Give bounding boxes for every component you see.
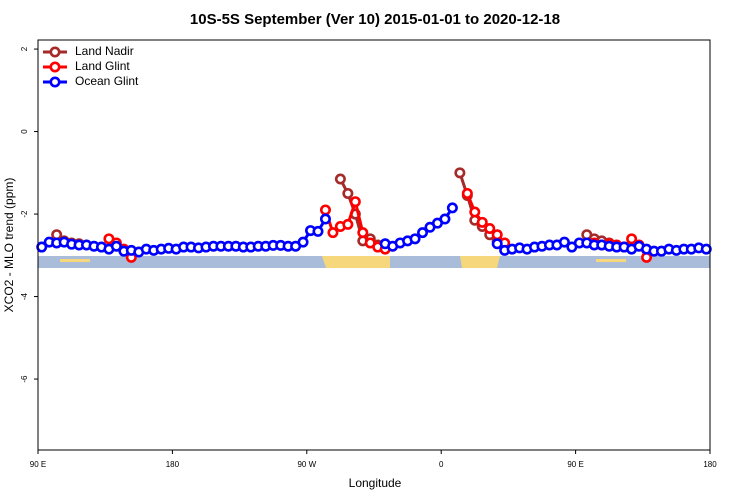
y-tick-label: 0 [20, 129, 29, 134]
data-point [491, 229, 503, 241]
data-point [476, 216, 488, 228]
data-point [469, 206, 481, 218]
x-tick-label: 90 E [30, 460, 46, 469]
data-point [342, 187, 354, 199]
x-tick-label: 90 E [567, 460, 583, 469]
land-patch [460, 256, 500, 268]
land-patch [596, 259, 626, 262]
data-point [454, 167, 466, 179]
legend-label: Land Nadir [75, 44, 134, 58]
data-point [446, 202, 458, 214]
y-tick-label: -2 [20, 210, 29, 218]
map-strip [38, 256, 710, 268]
land-patch [60, 259, 90, 262]
legend-label: Ocean Glint [75, 74, 139, 88]
plot-frame [37, 39, 711, 451]
y-tick-label: -4 [20, 292, 29, 300]
x-tick-label: 90 W [297, 460, 316, 469]
legend-label: Land Glint [75, 59, 130, 73]
x-tick-label: 0 [439, 460, 444, 469]
data-point [700, 243, 712, 255]
data-point [319, 204, 331, 216]
data-point [439, 213, 451, 225]
data-point [327, 227, 339, 239]
data-point [409, 233, 421, 245]
legend-marker [49, 76, 61, 88]
data-point [334, 173, 346, 185]
plot-area [36, 167, 712, 263]
data-point [558, 236, 570, 248]
x-axis-label: Longitude [349, 476, 402, 490]
chart-title: 10S-5S September (Ver 10) 2015-01-01 to … [190, 11, 560, 28]
y-tick-label: 2 [20, 46, 29, 51]
data-point [342, 218, 354, 230]
legend-marker [49, 61, 61, 73]
land-patch [322, 256, 390, 268]
x-tick-label: 180 [166, 460, 180, 469]
data-point [110, 240, 122, 252]
data-point [626, 233, 638, 245]
data-point [312, 225, 324, 237]
data-point [349, 196, 361, 208]
y-tick-label: -6 [20, 375, 29, 383]
data-point [357, 227, 369, 239]
data-point [417, 227, 429, 239]
legend-marker [49, 46, 61, 58]
data-point [319, 213, 331, 225]
data-point [484, 223, 496, 235]
data-point [297, 236, 309, 248]
data-point [461, 187, 473, 199]
x-tick-label: 180 [703, 460, 717, 469]
y-axis-label: XCO2 - MLO trend (ppm) [2, 178, 16, 313]
data-point [491, 238, 503, 250]
